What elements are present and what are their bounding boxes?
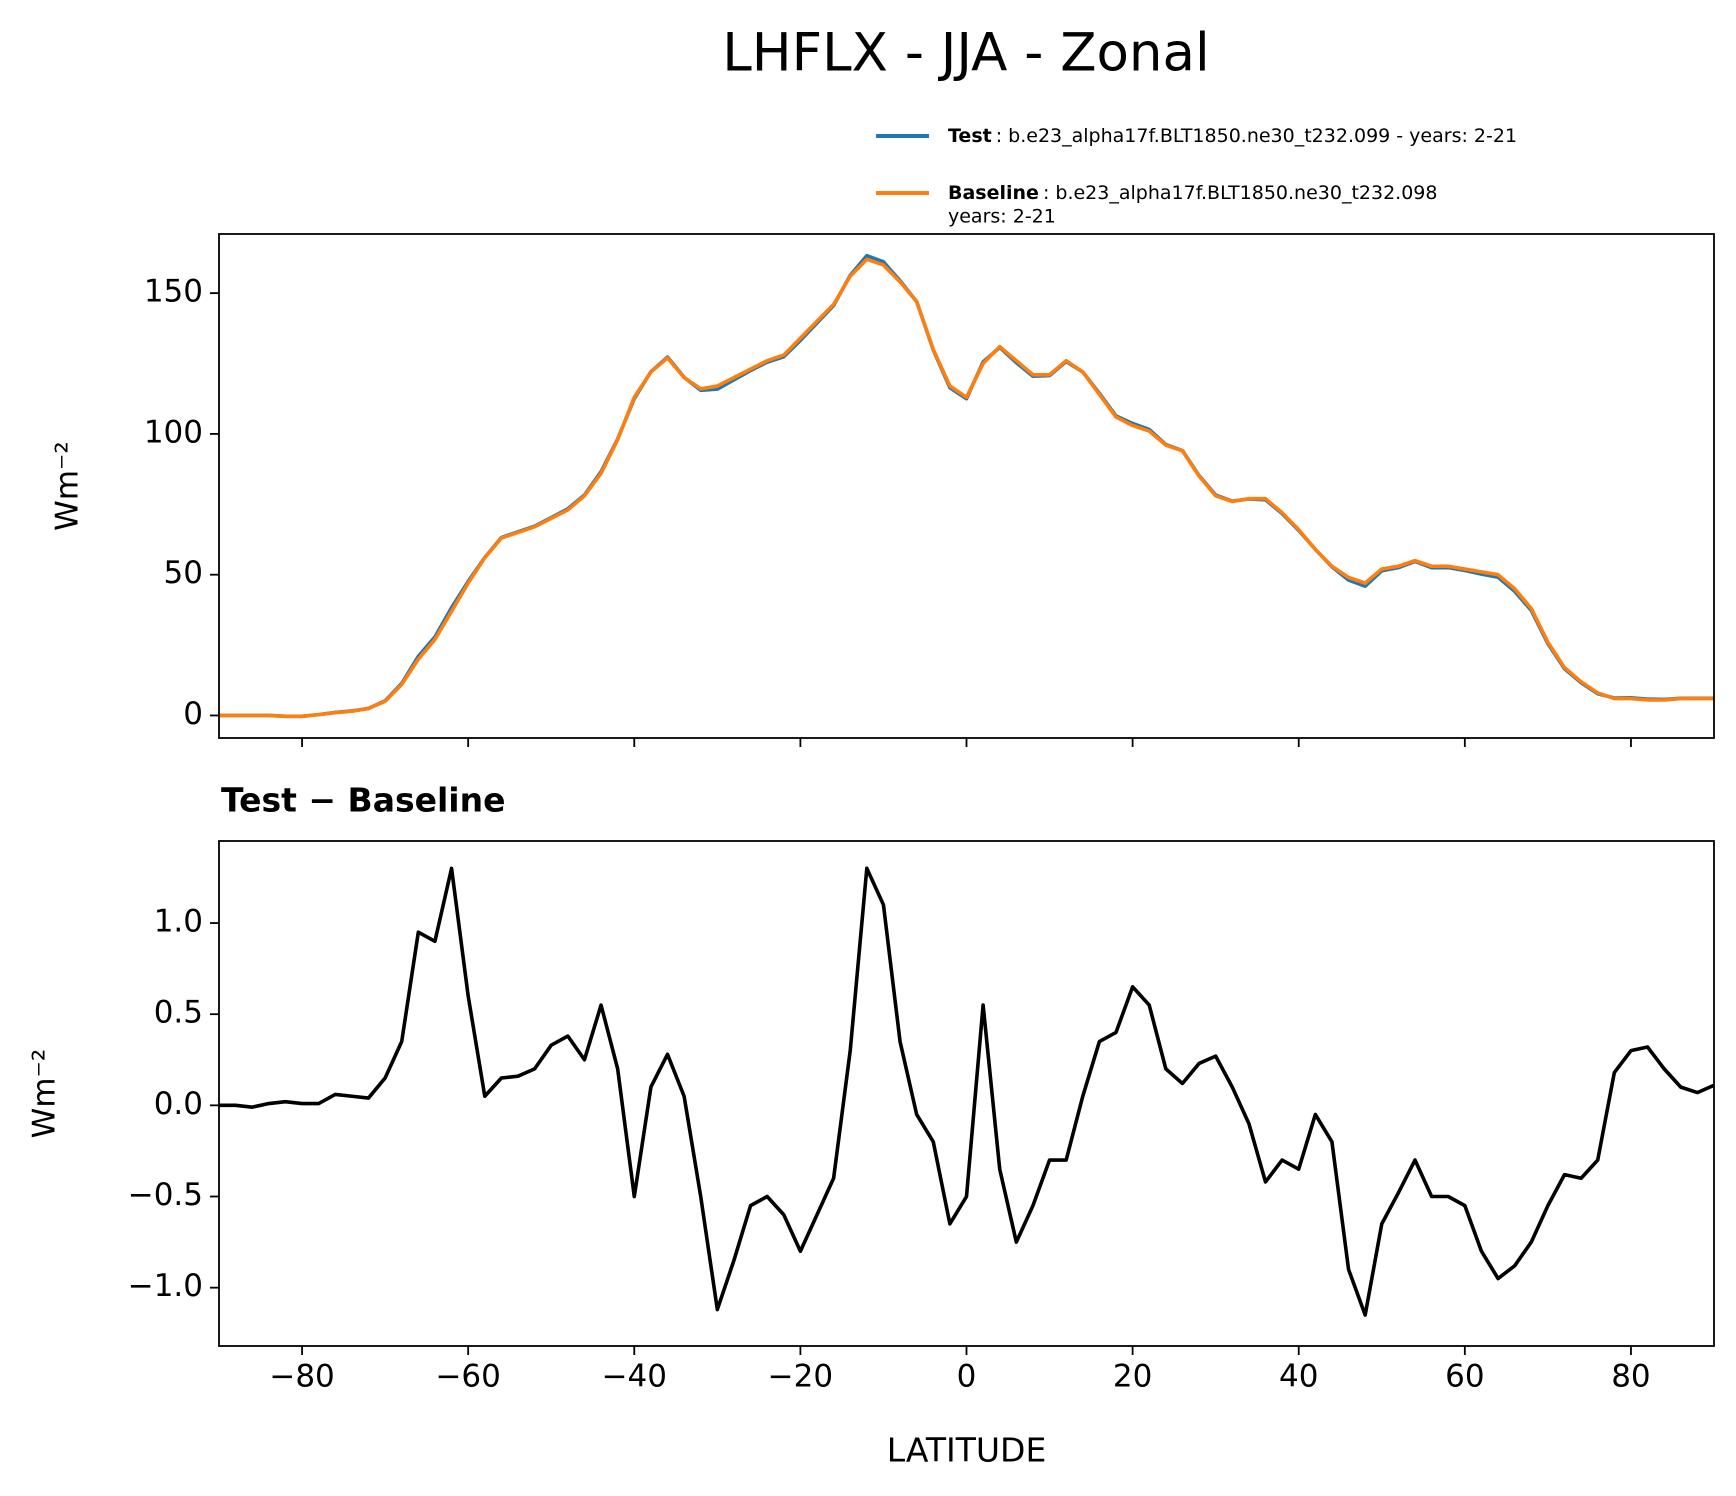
y-tick-label: 50: [164, 555, 203, 591]
y-tick-label: −0.5: [128, 1177, 203, 1213]
y-tick-label: 0.0: [154, 1086, 203, 1122]
legend-description: : b.e23_alpha17f.BLT1850.ne30_t232.099 -…: [996, 125, 1517, 147]
y-tick-label: −1.0: [128, 1268, 203, 1304]
legend-label: Baseline: b.e23_alpha17f.BLT1850.ne30_t2…: [948, 182, 1437, 204]
x-tick-label: 20: [1113, 1359, 1152, 1395]
x-tick-label: −60: [435, 1359, 500, 1395]
y-tick-label: 100: [144, 414, 203, 450]
subplot-title: Test − Baseline: [221, 781, 506, 820]
legend-description: years: 2-21: [948, 206, 1056, 228]
legend-label: Test: b.e23_alpha17f.BLT1850.ne30_t232.0…: [948, 125, 1517, 147]
x-tick-label: −20: [768, 1359, 833, 1395]
figure-title: LHFLX - JJA - Zonal: [722, 23, 1209, 84]
y-tick-label: 1.0: [154, 904, 203, 940]
data-line: [219, 866, 1714, 1317]
x-tick-label: 80: [1611, 1359, 1650, 1395]
legend-name: Baseline: [948, 182, 1039, 204]
data-line: [219, 257, 1714, 719]
y-axis-label: Wm⁻²: [27, 1049, 63, 1139]
legend-name: Test: [948, 125, 992, 147]
y-tick-label: 0: [183, 696, 203, 732]
x-tick-label: −40: [602, 1359, 667, 1395]
y-tick-label: 0.5: [154, 995, 203, 1031]
x-tick-label: 0: [957, 1359, 977, 1395]
y-tick-label: 150: [144, 274, 203, 310]
y-axis-label: Wm⁻²: [50, 441, 86, 531]
x-axis-label: LATITUDE: [887, 1431, 1047, 1470]
legend-description: : b.e23_alpha17f.BLT1850.ne30_t232.098: [1043, 182, 1438, 204]
x-tick-label: −80: [269, 1359, 334, 1395]
x-tick-label: 40: [1279, 1359, 1318, 1395]
x-tick-label: 60: [1445, 1359, 1484, 1395]
